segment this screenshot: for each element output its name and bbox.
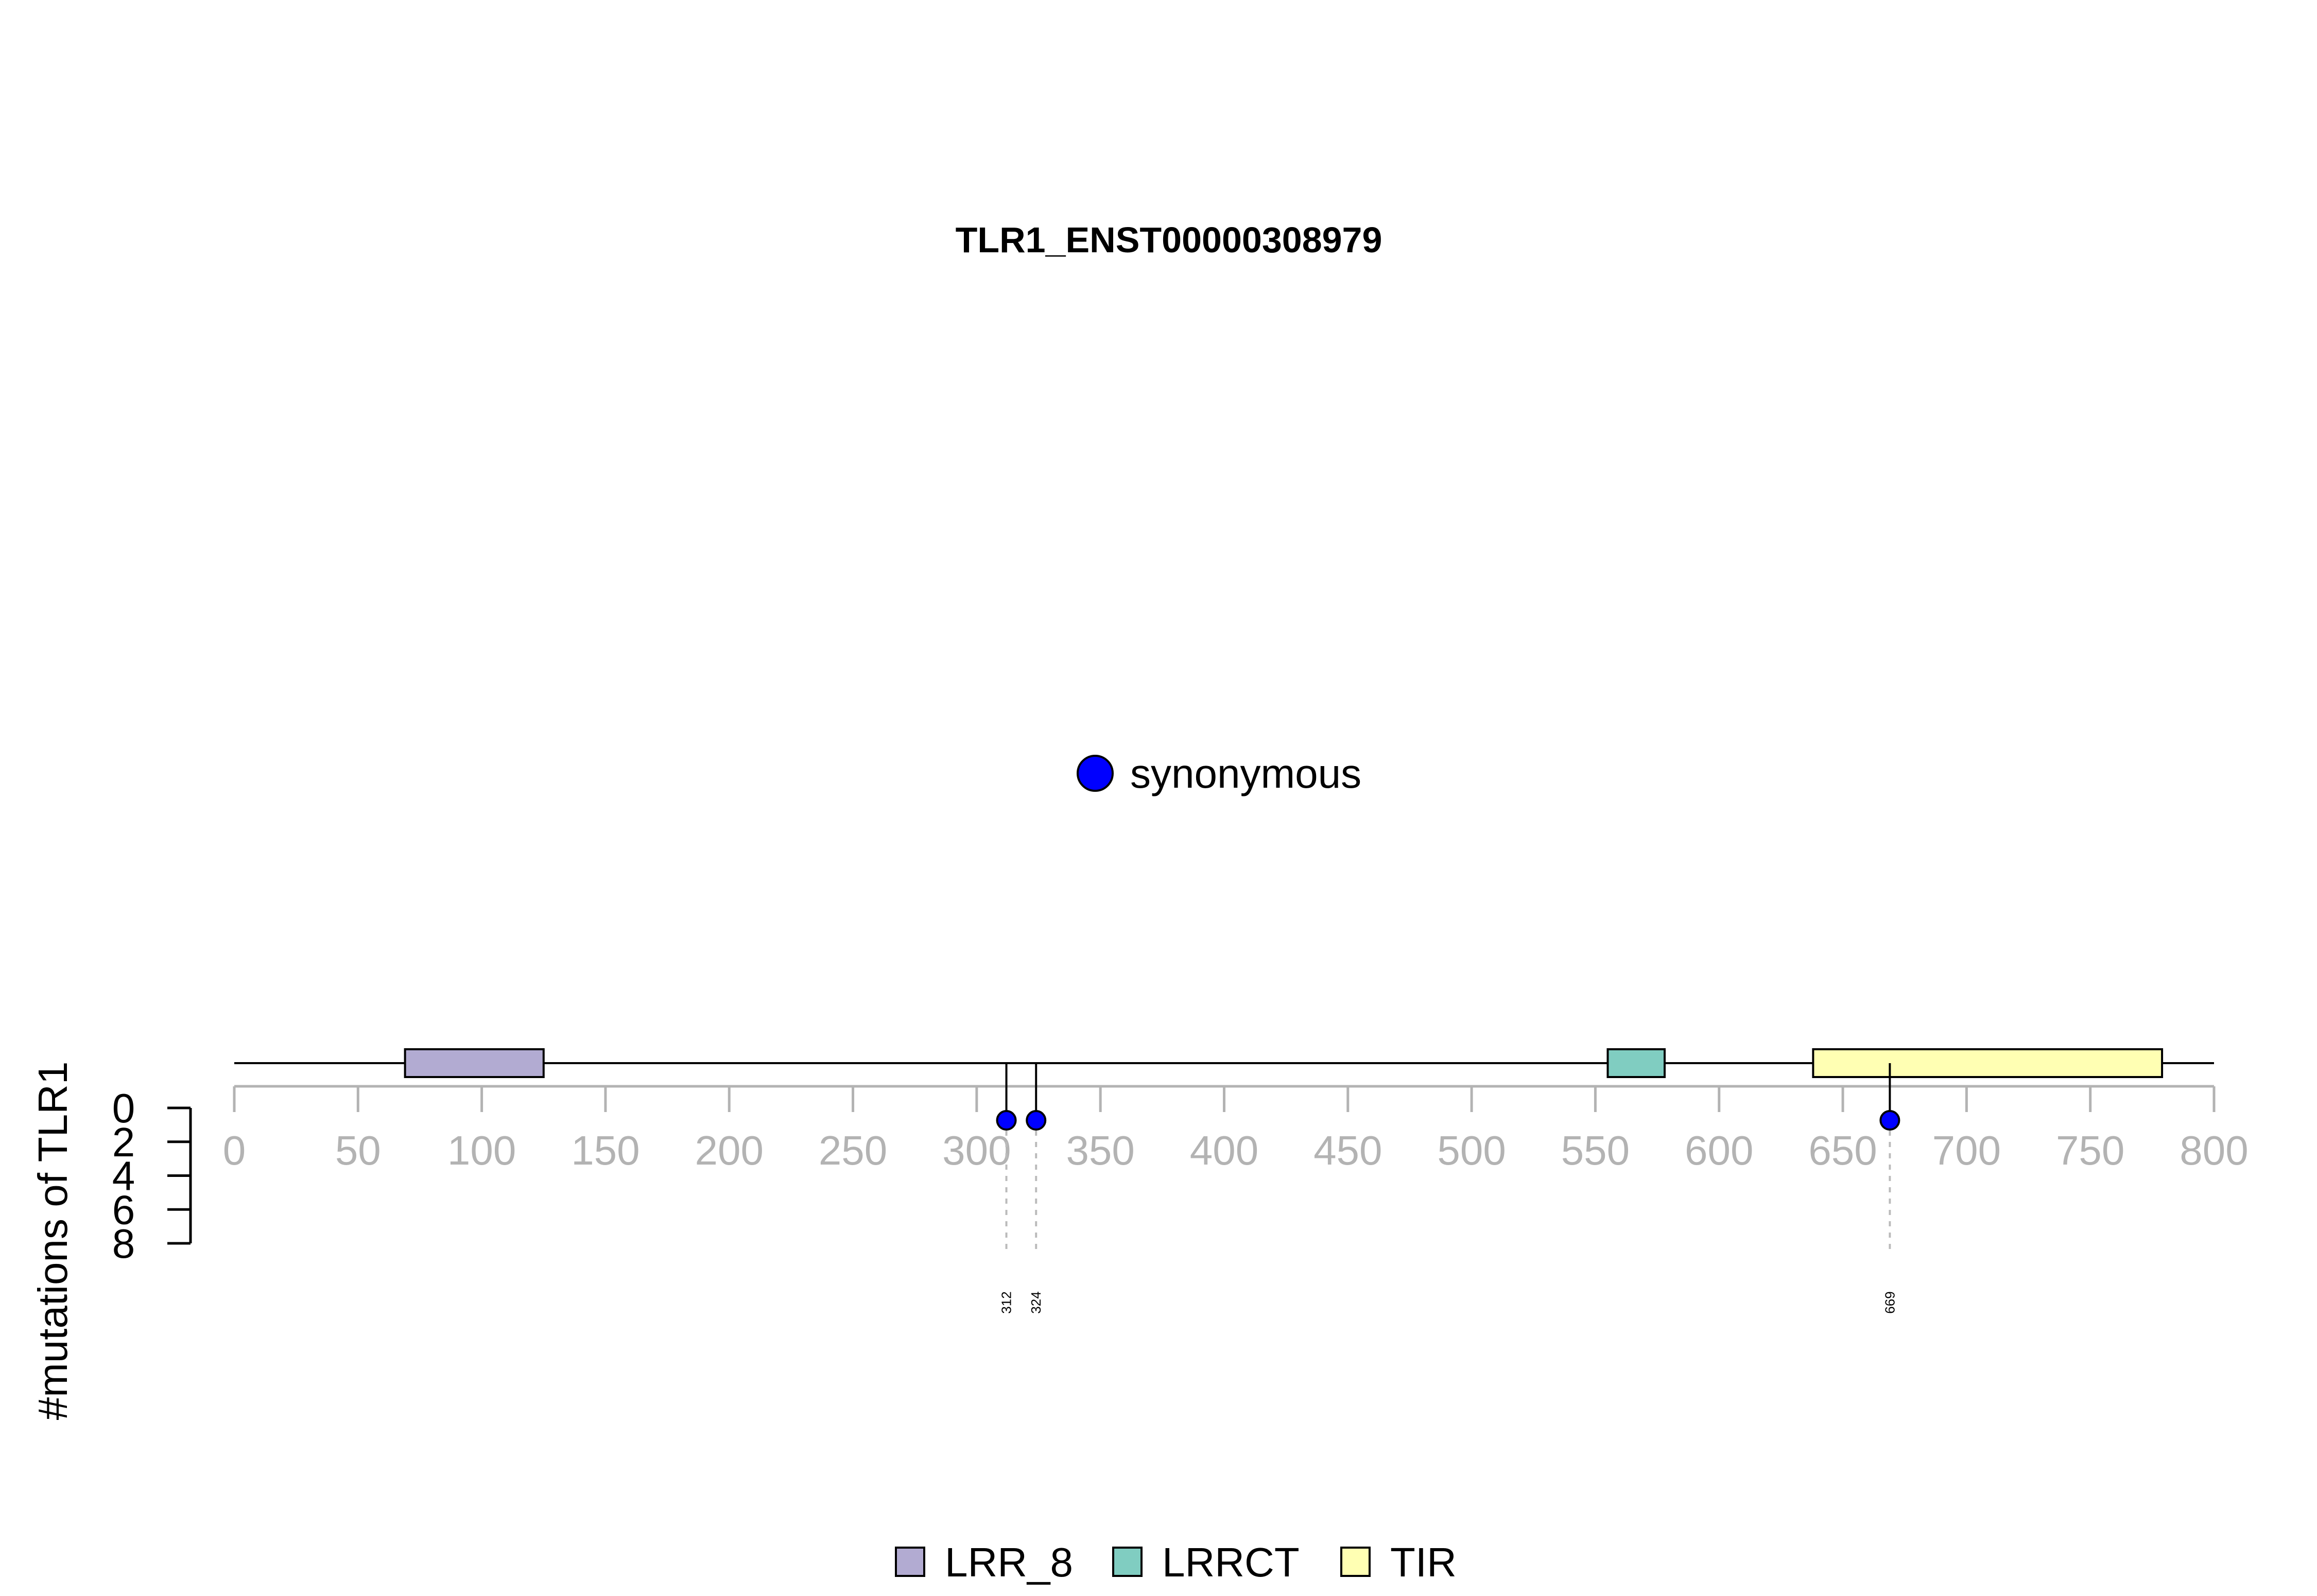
x-tick-label-0: 0 [223, 1127, 246, 1173]
x-tick-label-600: 600 [1685, 1127, 1753, 1173]
y-tick-label-2: 2 [112, 1119, 135, 1165]
x-tick-label-100: 100 [447, 1127, 516, 1173]
x-tick-label-400: 400 [1190, 1127, 1258, 1173]
domain-TIR [1812, 1048, 2164, 1078]
x-tick-label-350: 350 [1066, 1127, 1134, 1173]
legend-label-TIR: TIR [1390, 1539, 1457, 1585]
mutation-label-324: 324 [1028, 1291, 1044, 1313]
x-tick-label-650: 650 [1808, 1127, 1877, 1173]
x-tick-label-750: 750 [2056, 1127, 2124, 1173]
y-tick-label-8: 8 [112, 1221, 135, 1267]
domain-legend: LRR_8 LRRCT TIR [895, 1539, 1457, 1585]
x-tick-label-250: 250 [819, 1127, 887, 1173]
y-axis-label: #mutations of TLR1 [30, 1062, 76, 1420]
x-tick-label-200: 200 [695, 1127, 764, 1173]
x-tick-label-800: 800 [2180, 1127, 2248, 1173]
legend-label-LRRCT: LRRCT [1162, 1539, 1300, 1585]
legend-swatch-TIR [1340, 1547, 1371, 1577]
domain-boxes [404, 1048, 2164, 1078]
domain-LRR_8 [404, 1048, 545, 1078]
y-tick-label-6: 6 [112, 1187, 135, 1233]
x-tick-label-50: 50 [335, 1127, 381, 1173]
mutation-point-324 [1026, 1110, 1047, 1131]
domain-LRRCT [1606, 1048, 1666, 1078]
x-tick-label-700: 700 [1932, 1127, 2001, 1173]
x-tick-label-150: 150 [571, 1127, 639, 1173]
x-tick-label-500: 500 [1437, 1127, 1506, 1173]
mutation-legend: synonymous [1077, 751, 1361, 796]
y-tick-label-0: 0 [112, 1085, 135, 1131]
mutation-label-669: 669 [1882, 1291, 1897, 1313]
legend-label-LRR_8: LRR_8 [945, 1539, 1073, 1585]
mutation-label-312: 312 [999, 1291, 1014, 1313]
legend-swatch-LRR_8 [895, 1547, 925, 1577]
legend-marker-synonymous [1077, 755, 1114, 792]
y-tick-label-4: 4 [112, 1153, 135, 1199]
x-axis: 0 50 100 150 200 250 300 350 400 450 500 550 600 650 7… [223, 1085, 2249, 1173]
legend-swatch-LRRCT [1112, 1547, 1143, 1577]
x-tick-label-550: 550 [1561, 1127, 1630, 1173]
x-tick-label-300: 300 [942, 1127, 1011, 1173]
mutation-lollipops: 312 324 669 [996, 1063, 1900, 1314]
mutation-point-669 [1879, 1110, 1900, 1131]
chart-title: TLR1_ENST00000308979 [956, 220, 1382, 260]
x-tick-label-450: 450 [1313, 1127, 1382, 1173]
legend-label-synonymous: synonymous [1130, 751, 1361, 796]
mutation-point-312 [996, 1110, 1017, 1131]
